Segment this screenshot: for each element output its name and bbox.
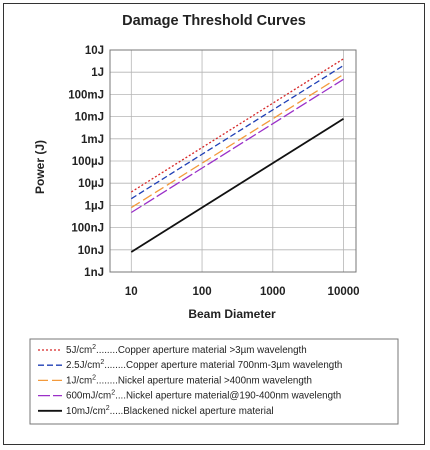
series-line-2	[130, 64, 344, 200]
legend-label-5: 10mJ/cm2.....Blackened nickel aperture m…	[66, 405, 274, 417]
y-tick-label: 10J	[85, 45, 104, 57]
y-tick-label: 10nJ	[78, 245, 104, 257]
legend-box	[29, 338, 399, 425]
y-tick-label: 100nJ	[71, 223, 104, 235]
legend-label-1: 5J/cm2........Copper aperture material >…	[66, 344, 307, 356]
y-tick-label: 100µJ	[72, 156, 104, 168]
y-tick-label: 1J	[91, 67, 104, 79]
legend-label-3: 1J/cm2........Nickel aperture material >…	[66, 374, 312, 386]
x-tick-label: 10	[125, 286, 138, 298]
legend-label-2: 2.5J/cm2........Copper aperture material…	[66, 359, 342, 371]
y-tick-label: 1mJ	[81, 134, 104, 146]
series-line-4	[130, 78, 344, 214]
y-tick-label: 1µJ	[85, 200, 104, 212]
series-line-5	[130, 118, 344, 253]
y-tick-labels: 1nJ 10nJ 100nJ 1µJ 10µJ 100µJ 1mJ 10mJ 100mJ 1J 10…	[68, 45, 104, 279]
x-tick-label: 100	[192, 286, 211, 298]
y-axis-label: Power (J)	[33, 140, 47, 194]
legend: 5J/cm2........Copper aperture material >…	[38, 344, 342, 417]
y-tick-label: 100mJ	[68, 89, 104, 101]
y-tick-label: 10µJ	[78, 178, 104, 190]
x-axis-label: Beam Diameter	[188, 307, 276, 321]
y-tick-label: 1nJ	[84, 267, 104, 279]
series-lines	[130, 58, 344, 253]
grid-lines	[110, 49, 356, 273]
x-tick-labels: 10 100 1000 10000	[125, 286, 360, 298]
x-tick-label: 10000	[328, 286, 360, 298]
series-line-1	[130, 58, 344, 193]
chart-title: Damage Threshold Curves	[122, 13, 306, 29]
y-tick-label: 10mJ	[75, 112, 104, 124]
x-tick-label: 1000	[260, 286, 286, 298]
plot-area-border	[109, 49, 357, 273]
legend-label-4: 600mJ/cm2....Nickel aperture material@19…	[66, 390, 341, 402]
